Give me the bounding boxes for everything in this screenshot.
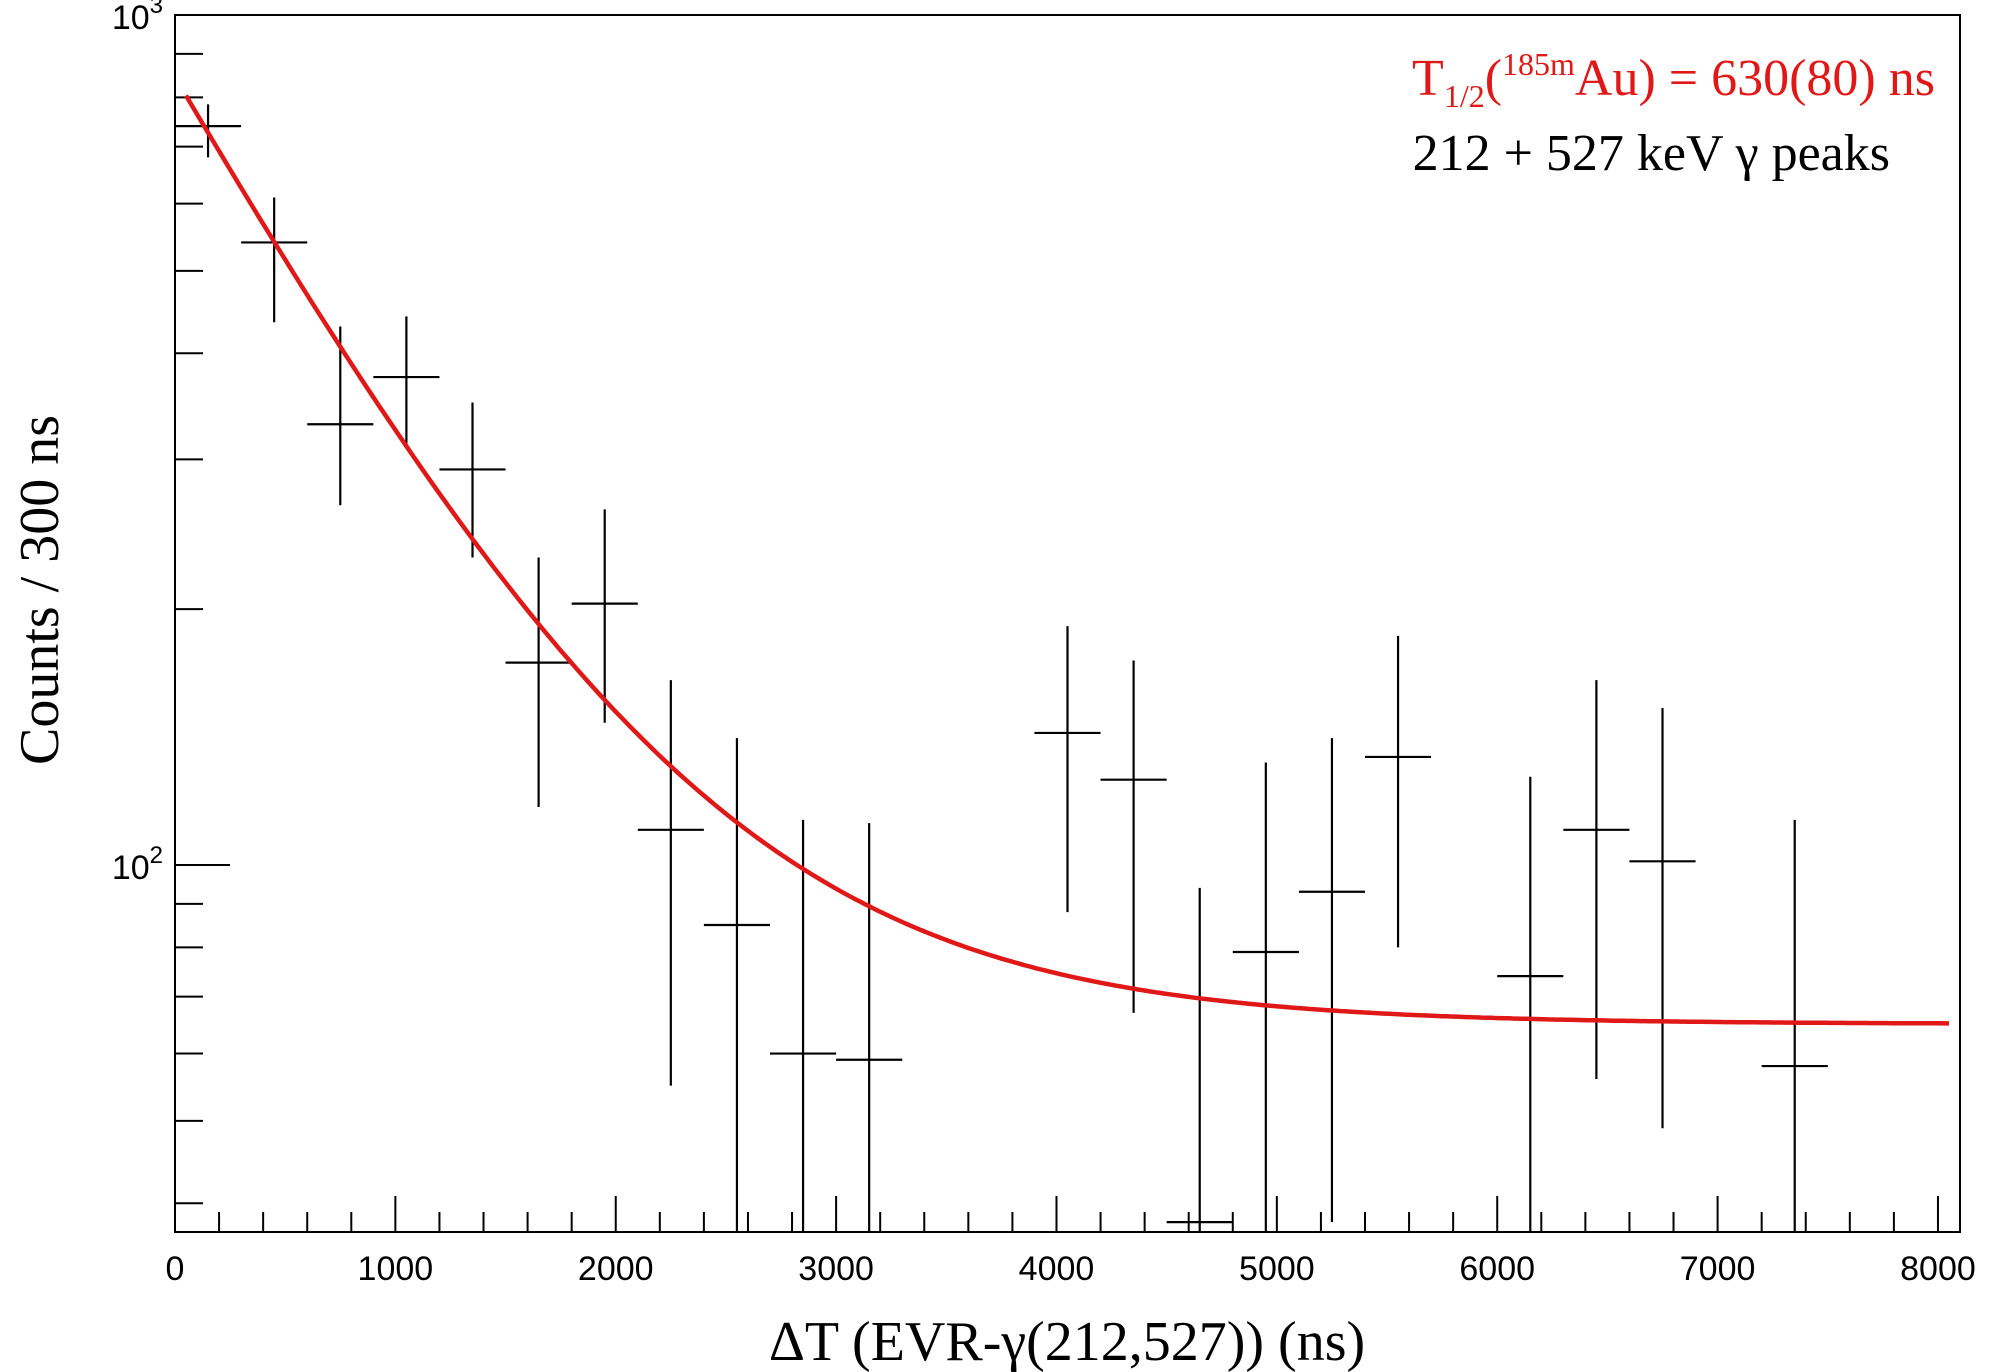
data-points: [175, 104, 1828, 1232]
axis-ticks: [174, 14, 1939, 1232]
y-tick-label: 103: [112, 0, 163, 37]
x-tick-label: 6000: [1459, 1250, 1535, 1288]
x-tick-label: 0: [166, 1250, 185, 1288]
data-point: [836, 823, 903, 1232]
data-point: [1034, 626, 1101, 913]
data-point: [1232, 762, 1299, 1232]
data-point: [505, 557, 572, 808]
data-point: [703, 738, 770, 1232]
x-axis-title: ΔT (EVR-γ(212,527)) (ns): [769, 1311, 1365, 1372]
data-point: [637, 680, 704, 1086]
x-tick-label: 8000: [1900, 1250, 1976, 1288]
fit-curve: [184, 94, 1949, 1026]
x-tick-label: 5000: [1239, 1250, 1315, 1288]
data-point: [1365, 635, 1432, 948]
y-tick-labels: 102 103: [112, 0, 163, 887]
plot-frame: [174, 14, 1961, 1233]
data-point: [571, 509, 638, 723]
data-point: [373, 316, 440, 445]
x-tick-label: 7000: [1680, 1250, 1756, 1288]
peaks-annotation: 212 + 527 keV γ peaks: [1413, 125, 1890, 182]
data-point: [1761, 819, 1828, 1232]
x-tick-label: 1000: [358, 1250, 434, 1288]
x-tick-label: 2000: [578, 1250, 654, 1288]
data-point: [1629, 707, 1696, 1129]
data-point: [307, 326, 374, 506]
data-point: [241, 197, 308, 323]
x-tick-labels: 0 1000 2000 3000 4000 5000 6000 7000 8000: [166, 1250, 1976, 1288]
data-point: [1166, 887, 1233, 1232]
data-point: [439, 402, 506, 558]
data-point: [770, 819, 837, 1232]
x-tick-label: 4000: [1019, 1250, 1095, 1288]
data-point: [1497, 776, 1564, 1232]
halflife-annotation: T1/2(185mAu) = 630(80) ns: [1412, 46, 1935, 114]
data-point: [1298, 738, 1365, 1223]
data-point: [1563, 680, 1630, 1080]
y-axis-title: Counts / 300 ns: [9, 415, 71, 765]
data-point: [1100, 660, 1167, 1013]
x-tick-label: 3000: [798, 1250, 874, 1288]
y-tick-label: 102: [112, 842, 163, 887]
